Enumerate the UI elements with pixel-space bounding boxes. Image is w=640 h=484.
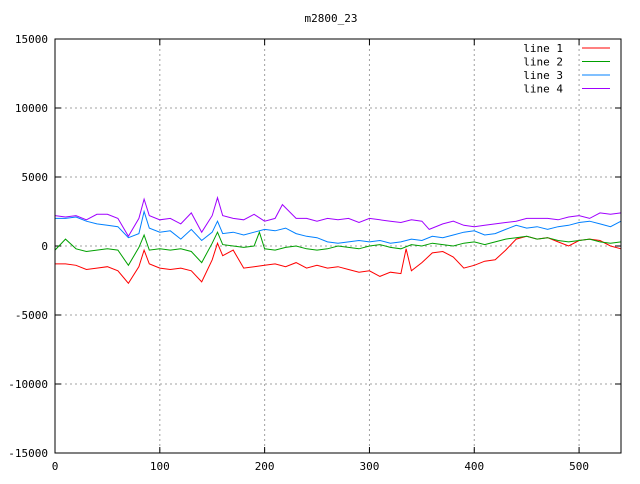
chart-title: m2800_23 [305, 12, 358, 25]
x-tick-label: 400 [464, 460, 484, 473]
grid [55, 39, 621, 453]
y-tick-label: 0 [41, 240, 48, 253]
series-line-2 [54, 230, 622, 267]
series-lines [54, 195, 622, 285]
x-tick-label: 500 [569, 460, 589, 473]
legend-label: line 1 [523, 42, 563, 55]
legend-label: line 4 [523, 83, 563, 96]
y-tick-label: 15000 [15, 33, 48, 46]
x-tick-label: 300 [360, 460, 380, 473]
x-tick-label: 0 [52, 460, 59, 473]
y-tick-label: -15000 [8, 447, 48, 460]
plot-frame [54, 38, 622, 454]
x-tick-label: 200 [255, 460, 275, 473]
x-tick-label: 100 [150, 460, 170, 473]
y-tick-label: 10000 [15, 102, 48, 115]
axis-ticks: 0 100 200 300 400 500 -15000 -10000 -5000 0 5000 10… [8, 33, 621, 473]
y-tick-label: 5000 [22, 171, 49, 184]
series-line-1 [55, 235, 622, 285]
y-tick-label: -10000 [8, 378, 48, 391]
series-line-3 [55, 209, 622, 244]
y-tick-label: -5000 [15, 309, 48, 322]
legend-label: line 2 [523, 56, 563, 69]
series-line-4 [54, 195, 622, 238]
legend-label: line 3 [523, 69, 563, 82]
